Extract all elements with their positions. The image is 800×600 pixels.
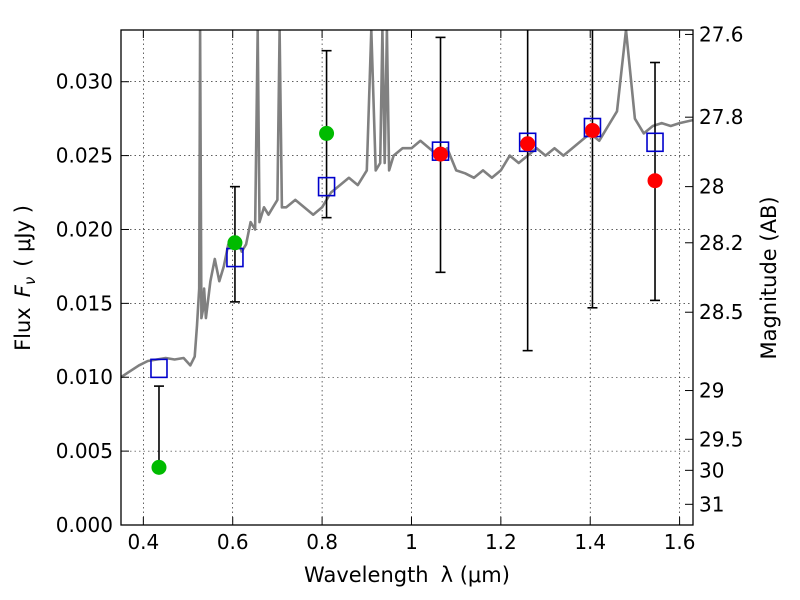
x-tick-label: 0.6 xyxy=(217,530,249,554)
y2-tick-label: 28 xyxy=(699,175,724,199)
detection-point xyxy=(319,125,335,141)
x-axis-label: Wavelength λ (μm) xyxy=(304,563,510,587)
detection-point xyxy=(151,459,167,475)
model-spectrum-layer xyxy=(121,30,693,379)
x-tick-label: 0.8 xyxy=(306,530,338,554)
observed-point xyxy=(433,146,449,162)
detection-point xyxy=(227,235,243,251)
y-axis-label: Flux Fν ( μJy ) xyxy=(11,205,39,351)
model-photometry-square xyxy=(646,132,664,153)
y-tick-label: 0.000 xyxy=(56,513,113,537)
plot-frame xyxy=(120,29,694,526)
y2-tick-label: 29.5 xyxy=(699,427,744,451)
y-tick-label: 0.010 xyxy=(56,365,113,389)
y-tick-label: 0.025 xyxy=(56,144,113,168)
y2-tick-label: 28.2 xyxy=(699,231,744,255)
x-tick-label: 1.4 xyxy=(574,530,606,554)
plot-background xyxy=(121,30,693,525)
y2-tick-label: 27.6 xyxy=(699,22,744,46)
x-tick-label: 0.4 xyxy=(127,530,159,554)
x-axis-label-math: λ (μm) xyxy=(441,563,510,587)
y2-tick-label: 29 xyxy=(699,379,724,403)
model-spectrum-line xyxy=(121,30,693,379)
y2-axis-label: Magnitude (AB) xyxy=(757,196,781,359)
markers-layer xyxy=(150,117,664,475)
grid-lines xyxy=(121,30,693,526)
x-tick-label: 1 xyxy=(405,530,418,554)
model-photometry-square xyxy=(518,132,537,153)
y-tick-label: 0.020 xyxy=(56,217,113,241)
y2-tick-label: 27.8 xyxy=(699,105,744,129)
y-tick-label: 0.005 xyxy=(56,439,113,463)
y-axis-label-unit: ( μJy ) xyxy=(11,205,35,267)
y-axis-label-symbol: F xyxy=(11,284,35,297)
ticks-layer: 0.4 0.6 0.8 1 1.2 1.4 1.6 0.000 0.005 0.010 0.015 0… xyxy=(56,22,744,554)
y-tick-label: 0.030 xyxy=(56,70,113,94)
model-photometry-square xyxy=(150,358,168,379)
y-tick-label: 0.015 xyxy=(56,291,113,315)
y2-tick-label: 30 xyxy=(699,458,724,482)
model-photometry-square xyxy=(317,176,336,197)
x-tick-label: 1.2 xyxy=(485,530,517,554)
x-tick-label: 1.6 xyxy=(664,530,696,554)
observed-point xyxy=(520,136,536,152)
observed-point xyxy=(584,122,600,138)
y2-tick-label: 28.5 xyxy=(699,300,744,324)
y2-tick-label: 31 xyxy=(699,492,724,516)
observed-point xyxy=(647,173,663,189)
y-axis-label-subscript: ν xyxy=(21,277,39,285)
y-axis-label-text: Flux xyxy=(11,307,35,351)
x-axis-label-text: Wavelength xyxy=(304,563,429,587)
